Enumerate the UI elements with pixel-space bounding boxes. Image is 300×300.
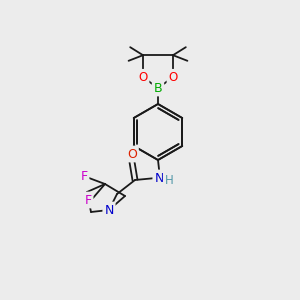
Text: B: B <box>154 82 162 94</box>
Text: F: F <box>84 194 92 206</box>
Text: N: N <box>104 203 114 217</box>
Text: H: H <box>165 173 173 187</box>
Text: F: F <box>80 169 88 182</box>
Text: N: N <box>154 172 164 184</box>
Text: O: O <box>138 71 148 84</box>
Text: O: O <box>168 71 178 84</box>
Text: O: O <box>127 148 137 160</box>
